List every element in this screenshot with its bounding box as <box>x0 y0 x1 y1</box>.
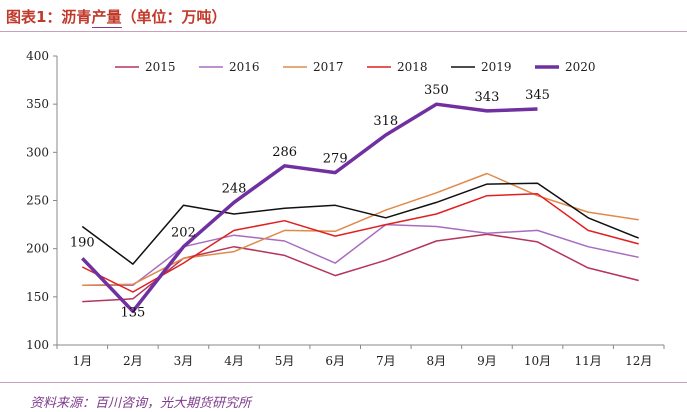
x-tick-label: 4月 <box>224 354 244 368</box>
x-tick-label: 1月 <box>72 354 92 368</box>
data-label-2020: 279 <box>323 152 348 167</box>
x-tick-label: 3月 <box>174 354 194 368</box>
data-label-2020: 343 <box>475 90 500 105</box>
x-tick-label: 9月 <box>477 354 497 368</box>
source-divider <box>0 382 687 383</box>
series-line-2020 <box>81 102 538 314</box>
title-divider <box>0 31 687 32</box>
series-line-2016 <box>82 223 639 287</box>
legend-label-2020: 2020 <box>565 60 596 74</box>
data-label-2020: 248 <box>222 181 247 196</box>
series-line-2018 <box>81 193 639 293</box>
title-underline <box>92 27 122 28</box>
legend-label-2019: 2019 <box>481 60 512 74</box>
legend-label-2015: 2015 <box>145 60 176 74</box>
series-line-2017 <box>82 172 639 287</box>
y-tick-label: 300 <box>26 145 49 159</box>
line-chart: 100 150 200 250 300 350 400 1月 2月 3月 4月 5月 6月 7月 8月 9月 1… <box>26 49 665 368</box>
series-line-2015 <box>82 233 639 303</box>
x-tick-label: 5月 <box>275 354 295 368</box>
y-tick-label: 250 <box>26 194 49 208</box>
data-label-2020: 202 <box>171 226 196 241</box>
y-tick-label: 400 <box>26 49 49 63</box>
chart-title: 图表1：沥青产量（单位：万吨） <box>6 8 227 26</box>
y-tick-label: 100 <box>26 338 49 352</box>
chart-axes: 100 150 200 250 300 350 400 1月 2月 3月 4月 5月 6月 7月 8月 9月 1… <box>26 49 665 368</box>
y-tick-label: 200 <box>26 242 49 256</box>
data-label-2020: 350 <box>424 83 449 98</box>
data-label-2020: 190 <box>70 235 95 250</box>
x-tick-label: 10月 <box>524 354 551 368</box>
legend-label-2016: 2016 <box>229 60 260 74</box>
y-tick-label: 350 <box>26 97 49 111</box>
data-label-2020: 135 <box>120 305 145 320</box>
data-label-2020: 286 <box>272 145 297 160</box>
series-line-2019 <box>81 182 639 265</box>
legend-label-2017: 2017 <box>313 60 344 74</box>
data-label-2020: 345 <box>525 88 550 103</box>
x-tick-label: 7月 <box>376 354 396 368</box>
x-tick-label: 12月 <box>625 354 652 368</box>
chart-series <box>81 102 639 314</box>
chart-data-labels: 190 135 202 248 286 279 318 350 343 345 <box>70 83 550 320</box>
x-tick-label: 11月 <box>574 354 601 368</box>
x-tick-label: 8月 <box>427 354 447 368</box>
x-tick-label: 2月 <box>123 354 143 368</box>
source-note: 资料来源：百川咨询，光大期货研究所 <box>30 396 252 411</box>
legend-label-2018: 2018 <box>397 60 428 74</box>
data-label-2020: 318 <box>373 114 398 129</box>
y-tick-label: 150 <box>26 290 49 304</box>
x-tick-label: 6月 <box>325 354 345 368</box>
chart-legend: 2015 2016 2017 2018 2019 2020 <box>115 60 596 74</box>
